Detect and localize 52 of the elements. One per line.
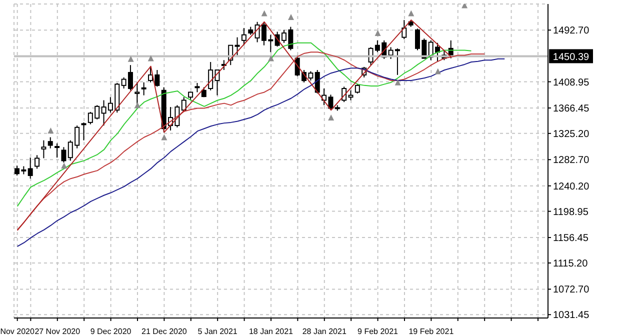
candlestick — [54, 142, 60, 158]
line-series — [16, 20, 452, 231]
line-series — [16, 52, 486, 230]
y-tick-label: 1031.45 — [553, 310, 590, 322]
point — [48, 127, 54, 134]
point — [261, 10, 268, 16]
y-tick-label: 1240.20 — [553, 181, 590, 192]
x-tick-label: 5 Jan 2021 — [198, 327, 238, 335]
candlestick — [81, 122, 86, 141]
y-tick-label: 1366.45 — [553, 104, 590, 115]
candlestick — [34, 154, 40, 170]
candlestick — [402, 20, 407, 40]
x-tick-label: 9 Dec 2020 — [90, 327, 132, 335]
candlestick — [348, 90, 354, 101]
candlestick — [234, 36, 240, 56]
point — [128, 56, 134, 62]
candlestick — [48, 136, 53, 149]
y-tick-label: 1115.20 — [553, 258, 588, 270]
candlestick — [241, 28, 246, 46]
line-series — [16, 58, 506, 247]
x-tick-label: 9 Feb 2021 — [358, 327, 399, 335]
x-tick-label: 19 Feb 2021 — [408, 327, 454, 335]
x-tick-label: 21 Dec 2020 — [142, 327, 188, 335]
y-tick-label: 1492.70 — [553, 26, 590, 37]
candlestick — [354, 84, 360, 94]
y-tick-label: 1072.70 — [553, 284, 590, 296]
candlestick — [141, 82, 146, 96]
x-tick-label: 28 Jan 2021 — [302, 327, 347, 335]
candlestick — [41, 140, 46, 159]
x-tick-label: Nov 2020 — [0, 327, 36, 335]
candlestick — [208, 61, 214, 91]
candlestick — [28, 157, 33, 180]
point — [374, 30, 381, 36]
point — [134, 102, 140, 108]
point — [394, 79, 401, 86]
point — [61, 162, 68, 169]
y-tick-label: 1156.45 — [553, 233, 589, 244]
x-tick-label: 27 Nov 2020 — [34, 327, 81, 335]
ref-line-label: 1450.39 — [552, 52, 590, 64]
point — [161, 134, 168, 140]
point — [148, 55, 154, 62]
point — [288, 14, 294, 20]
candlestick — [194, 82, 200, 93]
x-tick-label: 18 Jan 2021 — [248, 327, 294, 335]
y-tick-label: 1198.95 — [553, 206, 589, 218]
y-tick-label: 1408.95 — [553, 77, 590, 88]
y-tick-label: 1282.70 — [553, 155, 590, 166]
point — [434, 68, 441, 74]
y-tick-label: 1325.20 — [553, 128, 590, 140]
point — [268, 55, 274, 62]
point — [328, 114, 334, 121]
point — [408, 10, 414, 16]
